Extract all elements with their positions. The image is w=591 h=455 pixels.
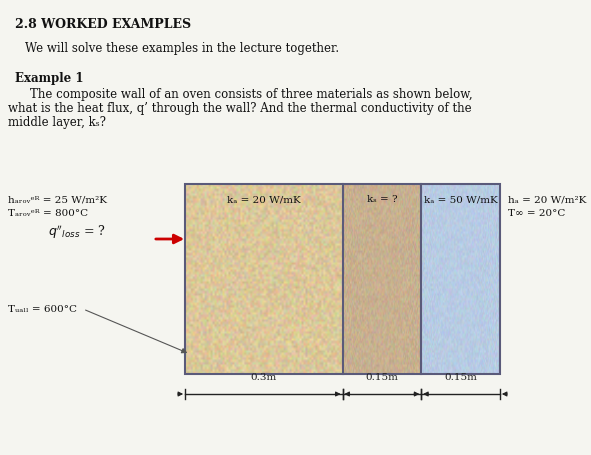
Text: $\mathit{q''_{loss}}$ = ?: $\mathit{q''_{loss}}$ = ?	[48, 223, 106, 240]
Text: Tᵤₐₗₗ = 600°C: Tᵤₐₗₗ = 600°C	[8, 305, 77, 314]
Text: what is the heat flux, q’ through the wall? And the thermal conductivity of the: what is the heat flux, q’ through the wa…	[8, 102, 472, 115]
Text: 0.15m: 0.15m	[365, 372, 398, 381]
Text: kₐ = 20 W/mK: kₐ = 20 W/mK	[227, 195, 301, 204]
Text: hₐᵣₒᵥᵉᴿ = 25 W/m²K: hₐᵣₒᵥᵉᴿ = 25 W/m²K	[8, 195, 107, 204]
Text: kₛ = ?: kₛ = ?	[366, 195, 397, 204]
Text: Tₐᵣₒᵥᵉᴿ = 800°C: Tₐᵣₒᵥᵉᴿ = 800°C	[8, 208, 88, 217]
Text: middle layer, kₛ?: middle layer, kₛ?	[8, 116, 106, 129]
Text: Example 1: Example 1	[15, 72, 83, 85]
Text: We will solve these examples in the lecture together.: We will solve these examples in the lect…	[25, 42, 339, 55]
Text: 0.15m: 0.15m	[444, 372, 477, 381]
Text: 0.3m: 0.3m	[251, 372, 277, 381]
Text: kₐ = 50 W/mK: kₐ = 50 W/mK	[424, 195, 498, 204]
Text: 2.8 WORKED EXAMPLES: 2.8 WORKED EXAMPLES	[15, 18, 191, 31]
Text: hₐ = 20 W/m²K: hₐ = 20 W/m²K	[508, 195, 586, 204]
Bar	[185, 185, 500, 374]
Text: The composite wall of an oven consists of three materials as shown below,: The composite wall of an oven consists o…	[15, 88, 473, 101]
Text: T∞ = 20°C: T∞ = 20°C	[508, 208, 566, 217]
